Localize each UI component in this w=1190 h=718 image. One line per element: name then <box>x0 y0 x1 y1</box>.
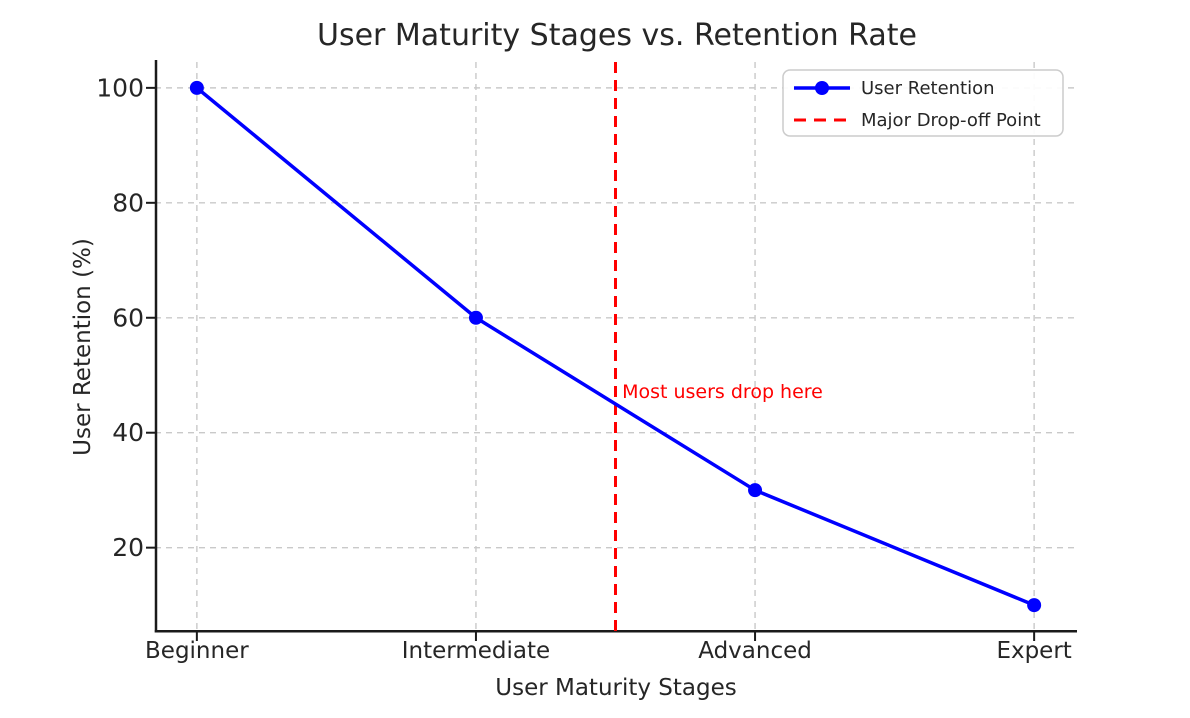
legend-entry-user-retention: User Retention <box>861 78 995 99</box>
y-tick-label-40: 40 <box>112 418 144 447</box>
x-tick-label-beginner: Beginner <box>145 638 249 664</box>
data-point-expert-10 <box>1027 598 1042 613</box>
data-point-intermediate-60 <box>468 310 483 325</box>
y-tick-label-80: 80 <box>112 188 144 217</box>
legend-box <box>782 69 1064 137</box>
x-tick-label-expert: Expert <box>996 638 1071 664</box>
legend-entry-dropoff: Major Drop-off Point <box>861 110 1041 131</box>
x-tick-label-intermediate: Intermediate <box>402 638 550 664</box>
y-tick-label-100: 100 <box>96 73 144 102</box>
plot-series <box>189 62 1042 631</box>
legend-marker-dot <box>815 81 829 95</box>
data-point-beginner-100 <box>189 80 204 95</box>
data-point-advanced-30 <box>748 483 763 498</box>
y-tick-label-20: 20 <box>112 533 144 562</box>
y-axis-label: User Retention (%) <box>70 238 96 456</box>
retention-line <box>195 86 1036 607</box>
axis-ticks <box>146 86 1036 641</box>
y-tick-label-60: 60 <box>112 303 144 332</box>
chart-title: User Maturity Stages vs. Retention Rate <box>317 18 917 53</box>
gridlines <box>155 62 1076 631</box>
x-axis-label: User Maturity Stages <box>495 675 737 701</box>
axis-tick-labels: 20 40 60 80 100 Beginner Intermediate Advanced E… <box>96 73 1072 664</box>
legend: User Retention Major Drop-off Point <box>782 69 1064 137</box>
x-tick-label-advanced: Advanced <box>698 638 812 664</box>
dropoff-annotation: Most users drop here <box>622 381 823 403</box>
